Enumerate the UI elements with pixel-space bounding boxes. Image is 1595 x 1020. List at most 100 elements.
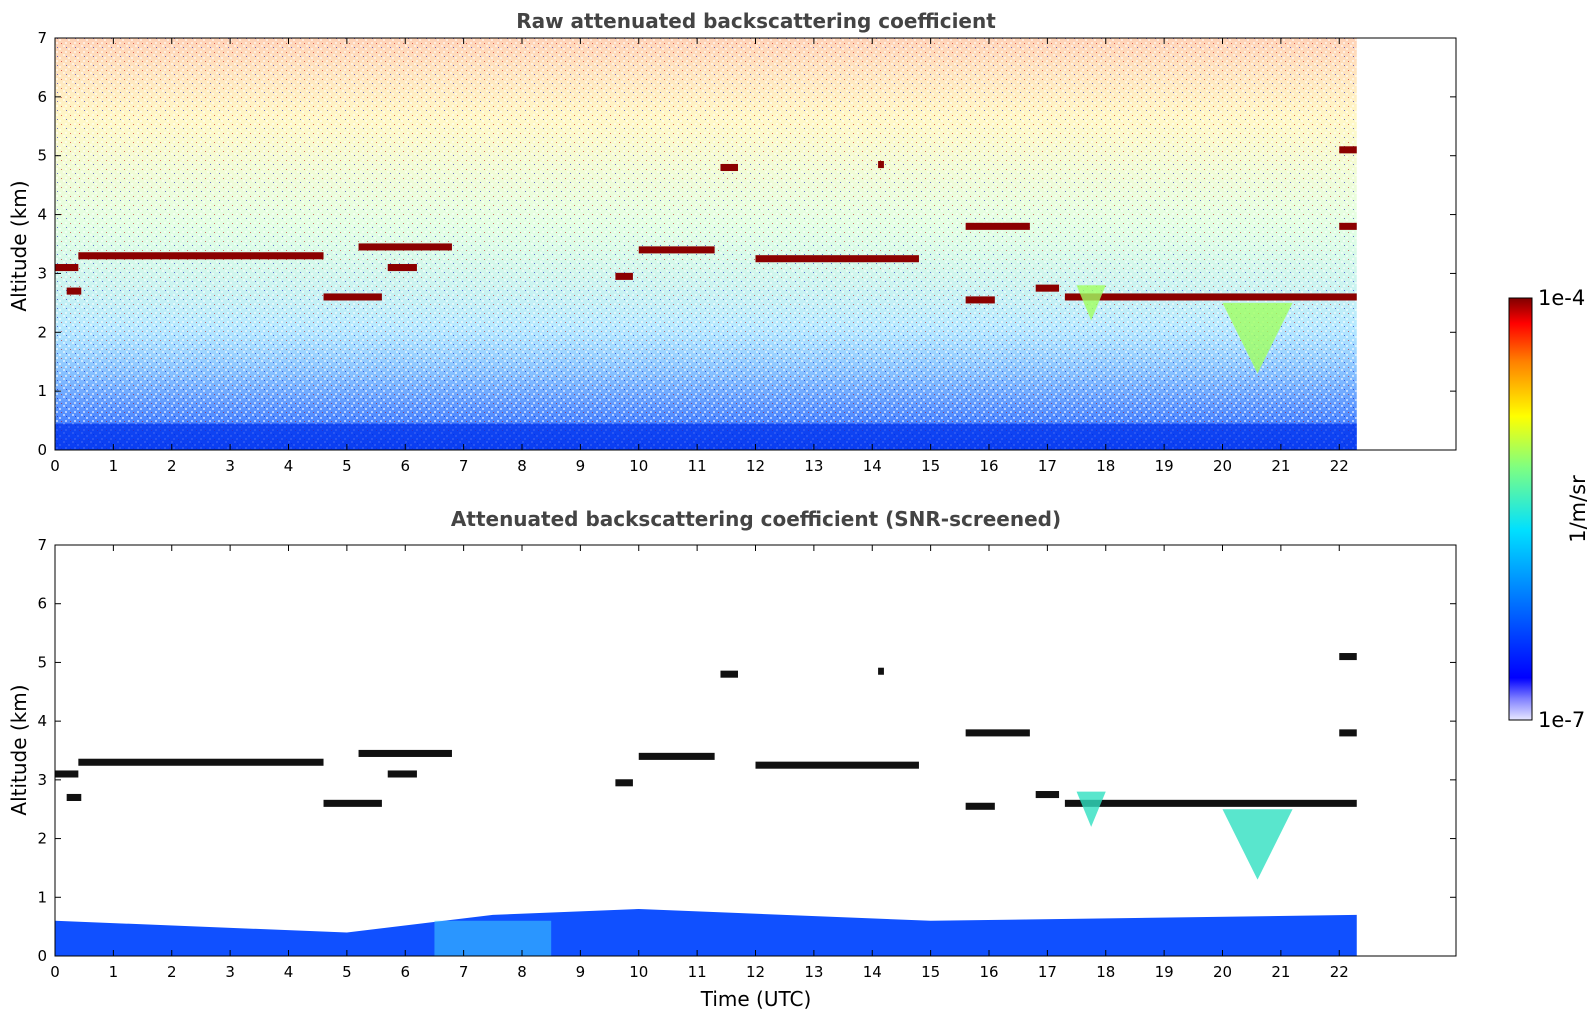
- cloud-layer: [878, 161, 884, 169]
- x-tick-label: 11: [688, 963, 707, 981]
- panel2-heatmap: [55, 545, 1456, 956]
- x-tick-label: 1: [109, 457, 119, 475]
- panel1-heatmap: [55, 38, 1456, 450]
- x-tick-label: 9: [576, 963, 586, 981]
- y-tick-label: 3: [37, 264, 47, 282]
- x-tick-label: 13: [804, 457, 823, 475]
- cloud-layer: [1035, 284, 1060, 292]
- cloud-layer: [965, 802, 995, 810]
- y-tick-label: 4: [37, 206, 47, 224]
- panel1-title: Raw attenuated backscattering coefficien…: [516, 9, 996, 33]
- cloud-layer: [387, 264, 417, 272]
- panel2-title: Attenuated backscattering coefficient (S…: [451, 507, 1061, 531]
- precipitation: [1222, 302, 1293, 374]
- x-tick-label: 18: [1096, 457, 1115, 475]
- raw-backscatter-panel: Raw attenuated backscattering coefficien…: [7, 9, 1457, 475]
- x-tick-label: 4: [284, 963, 294, 981]
- x-tick-label: 17: [1038, 963, 1057, 981]
- x-tick-label: 5: [342, 457, 352, 475]
- cloud-layer: [55, 264, 79, 272]
- x-tick-label: 3: [225, 963, 235, 981]
- x-tick-label: 21: [1271, 963, 1290, 981]
- screened-backscatter-panel: Attenuated backscattering coefficient (S…: [7, 507, 1457, 1011]
- colorbar: 1e-4 1e-7 1/m/sr: [1508, 286, 1590, 732]
- y-tick-label: 0: [37, 441, 47, 459]
- x-tick-label: 17: [1038, 457, 1057, 475]
- panel2-axes: 0 1 2 3 4 5 6 7 8 9 10 11 12 13 14 15 16 17 18 19 20 21 220123…: [37, 536, 1457, 981]
- y-tick-label: 5: [37, 147, 47, 165]
- cloud-layer: [323, 799, 382, 807]
- x-tick-label: 4: [284, 457, 294, 475]
- cloud-layer: [720, 163, 738, 172]
- y-tick-label: 1: [37, 382, 47, 400]
- cloud-layer: [1339, 146, 1357, 154]
- cloud-layer: [755, 761, 919, 769]
- x-tick-label: 2: [167, 963, 177, 981]
- x-tick-label: 7: [459, 457, 469, 475]
- cloud-layer: [323, 293, 382, 301]
- colorbar-top-label: 1e-4: [1538, 286, 1585, 310]
- cloud-layer: [965, 222, 1030, 230]
- cloud-layer: [1339, 653, 1357, 661]
- x-tick-label: 2: [167, 457, 177, 475]
- y-tick-label: 5: [37, 653, 47, 671]
- boundary-layer: [55, 909, 1357, 956]
- x-tick-label: 0: [50, 457, 60, 475]
- x-tick-label: 19: [1155, 457, 1174, 475]
- x-tick-label: 8: [517, 457, 527, 475]
- x-tick-label: 18: [1096, 963, 1115, 981]
- x-tick-label: 15: [921, 457, 940, 475]
- x-tick-label: 22: [1330, 963, 1349, 981]
- precipitation: [1076, 791, 1106, 827]
- x-tick-label: 16: [979, 457, 998, 475]
- x-tick-label: 13: [804, 963, 823, 981]
- panel1-ylabel: Altitude (km): [7, 180, 31, 311]
- cloud-layer: [720, 670, 738, 678]
- cloud-layer: [78, 252, 324, 260]
- x-tick-label: 20: [1213, 457, 1232, 475]
- x-tick-label: 8: [517, 963, 527, 981]
- x-tick-label: 9: [576, 457, 586, 475]
- y-tick-label: 3: [37, 771, 47, 789]
- x-tick-label: 10: [629, 457, 648, 475]
- x-tick-label: 11: [688, 457, 707, 475]
- y-tick-label: 0: [37, 947, 47, 965]
- precipitation: [1076, 285, 1106, 321]
- cloud-layer: [965, 296, 995, 304]
- x-tick-label: 6: [400, 457, 410, 475]
- cloud-layer: [1064, 799, 1357, 807]
- x-tick-label: 1: [109, 963, 119, 981]
- cloud-layer: [638, 752, 715, 760]
- boundary-layer-highlight: [434, 920, 552, 956]
- cloud-layer: [615, 272, 633, 280]
- y-tick-label: 1: [37, 888, 47, 906]
- x-tick-label: 22: [1330, 457, 1349, 475]
- x-tick-label: 14: [863, 963, 882, 981]
- y-tick-label: 2: [37, 323, 47, 341]
- colorbar-units-label: 1/m/sr: [1566, 475, 1590, 543]
- x-tick-label: 12: [746, 963, 765, 981]
- x-tick-label: 19: [1155, 963, 1174, 981]
- x-tick-label: 0: [50, 963, 60, 981]
- y-tick-label: 2: [37, 830, 47, 848]
- noise-speckle: [55, 38, 1357, 450]
- x-tick-label: 5: [342, 963, 352, 981]
- cloud-layer: [1035, 791, 1060, 799]
- cloud-layer: [965, 729, 1030, 737]
- x-tick-label: 12: [746, 457, 765, 475]
- y-tick-label: 6: [37, 595, 47, 613]
- panel2-ylabel: Altitude (km): [7, 684, 31, 815]
- cloud-layer: [1339, 729, 1357, 737]
- cloud-layer: [55, 770, 79, 778]
- x-tick-label: 15: [921, 963, 940, 981]
- x-tick-label: 14: [863, 457, 882, 475]
- colorbar-gradient: [1508, 297, 1533, 721]
- panel2-xlabel: Time (UTC): [700, 987, 812, 1011]
- precipitation: [1222, 809, 1293, 880]
- x-tick-label: 6: [400, 963, 410, 981]
- x-tick-label: 20: [1213, 963, 1232, 981]
- y-tick-label: 7: [37, 29, 47, 47]
- x-tick-label: 10: [629, 963, 648, 981]
- y-tick-label: 4: [37, 712, 47, 730]
